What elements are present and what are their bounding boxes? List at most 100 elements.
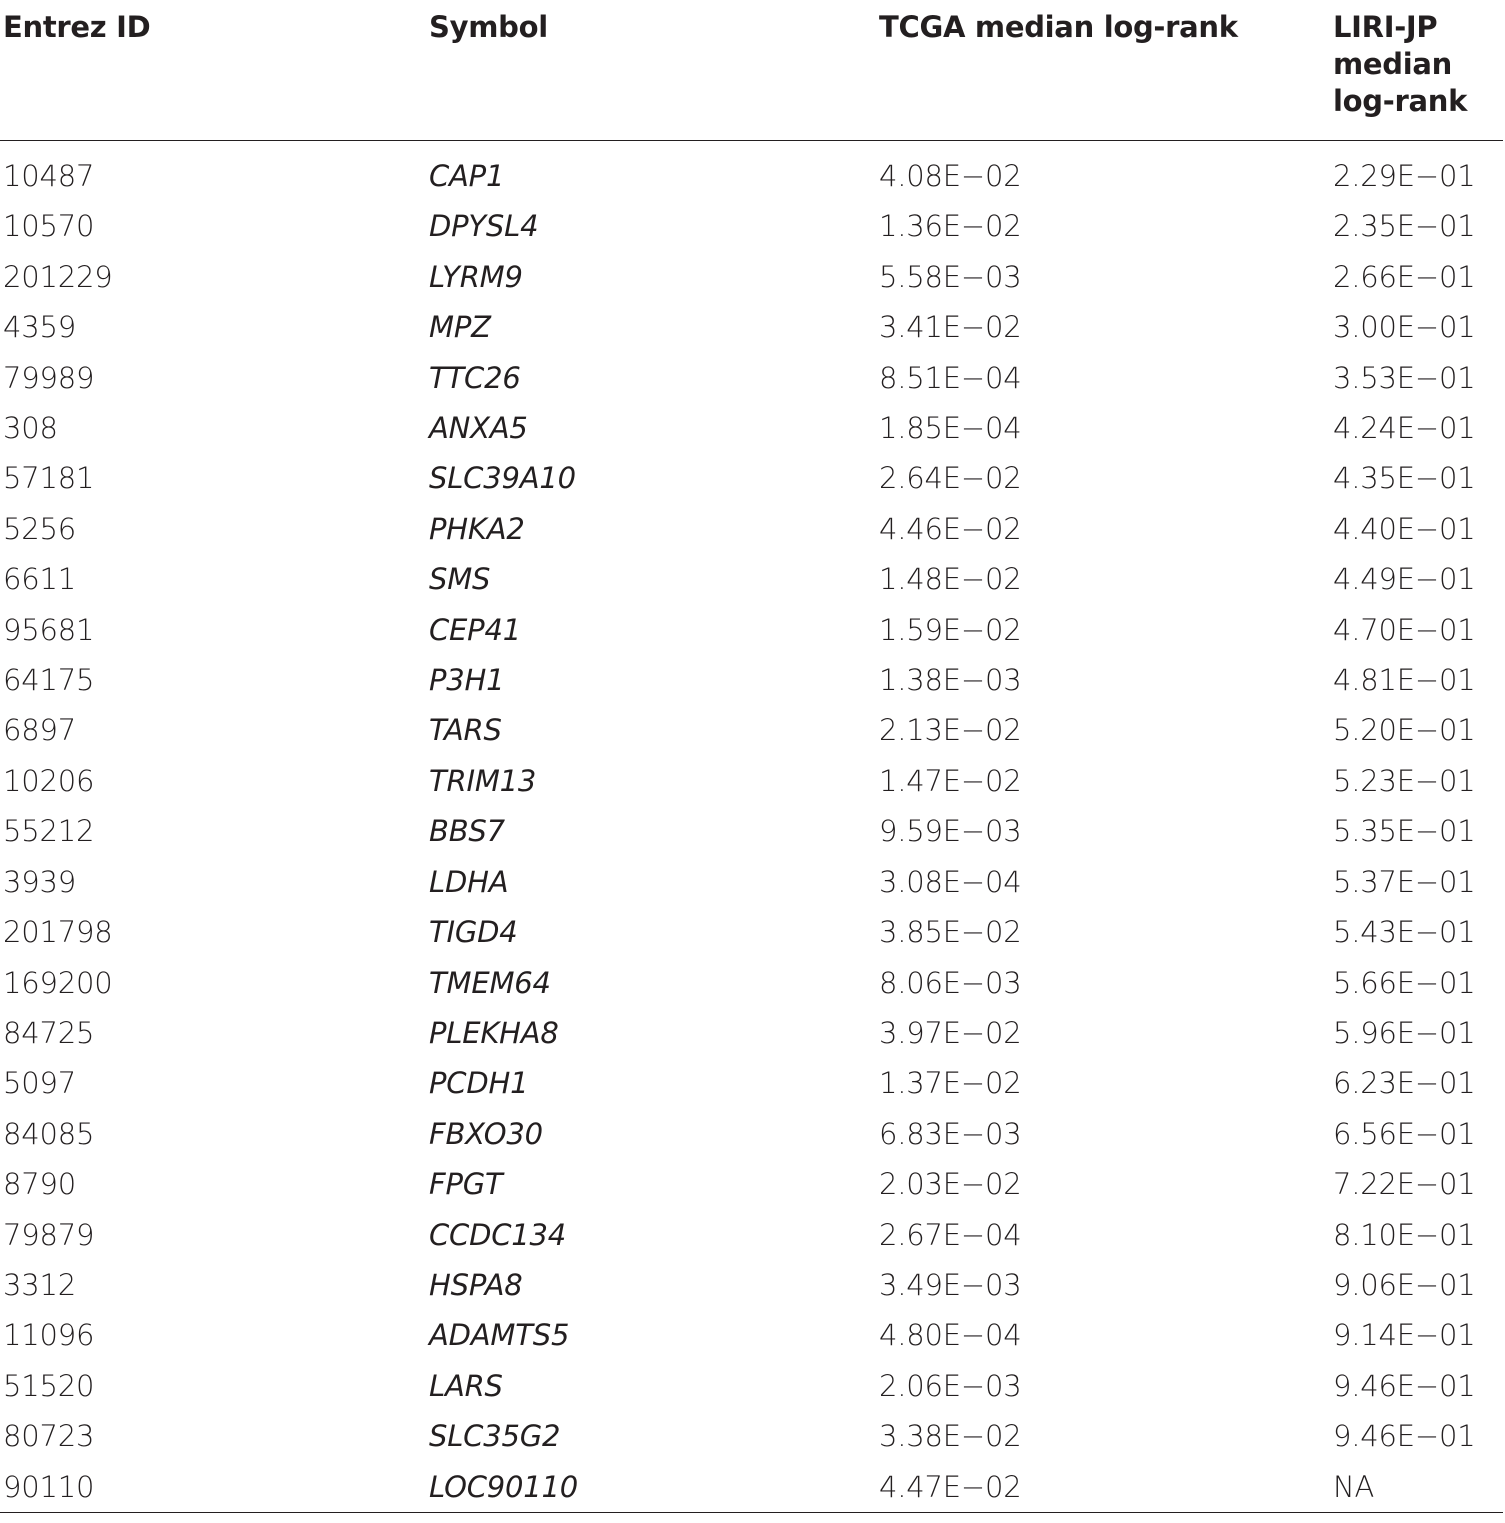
entrez-id-cell: 201229: [3, 259, 113, 294]
symbol-cell: TRIM13: [429, 763, 537, 798]
entrez-id-cell: 10487: [3, 159, 95, 193]
table-row: 55212 BBS7 9.59E−03 5.35E−01: [0, 806, 1503, 856]
symbol-cell: TTC26: [429, 360, 521, 395]
entrez-id-cell: 4359: [3, 310, 77, 345]
entrez-id-cell: 84725: [3, 1015, 95, 1050]
liri-jp-log-rank-cell: 4.49E−01: [1333, 562, 1476, 597]
liri-jp-log-rank-cell: 6.56E−01: [1333, 1116, 1476, 1151]
header-tcga-median-log-rank: TCGA median log-rank: [876, 0, 1330, 141]
table-row: 90110 LOC90110 4.47E−02 NA: [0, 1461, 1503, 1513]
tcga-log-rank-cell: 2.64E−02: [879, 461, 1022, 496]
symbol-cell: TMEM64: [429, 965, 551, 1000]
liri-jp-log-rank-cell: 5.35E−01: [1333, 814, 1476, 849]
entrez-id-cell: 201798: [3, 915, 113, 950]
table-row: 201798 TIGD4 3.85E−02 5.43E−01: [0, 907, 1503, 957]
header-symbol: Symbol: [426, 0, 876, 141]
tcga-log-rank-cell: 1.36E−02: [879, 209, 1022, 244]
symbol-cell: PHKA2: [429, 511, 525, 546]
table-row: 79879 CCDC134 2.67E−04 8.10E−01: [0, 1210, 1503, 1260]
liri-jp-log-rank-cell: 4.70E−01: [1333, 612, 1476, 647]
table-row: 6611 SMS 1.48E−02 4.49E−01: [0, 554, 1503, 604]
table-row: 10487 CAP1 4.08E−02 2.29E−01: [0, 141, 1503, 202]
table-row: 5097 PCDH1 1.37E−02 6.23E−01: [0, 1058, 1503, 1108]
tcga-log-rank-cell: 1.38E−03: [879, 663, 1022, 698]
entrez-id-cell: 51520: [3, 1368, 95, 1403]
tcga-log-rank-cell: 3.49E−03: [879, 1267, 1022, 1302]
tcga-log-rank-cell: 5.58E−03: [879, 259, 1022, 294]
tcga-log-rank-cell: 3.08E−04: [879, 864, 1022, 899]
tcga-log-rank-cell: 1.47E−02: [879, 763, 1022, 798]
table-row: 169200 TMEM64 8.06E−03 5.66E−01: [0, 958, 1503, 1008]
entrez-id-cell: 55212: [3, 814, 95, 849]
symbol-cell: ANXA5: [429, 411, 528, 446]
entrez-id-cell: 5097: [3, 1066, 77, 1101]
symbol-cell: HSPA8: [429, 1267, 523, 1302]
entrez-id-cell: 95681: [3, 612, 95, 647]
tcga-log-rank-cell: 1.59E−02: [879, 612, 1022, 647]
symbol-cell: ADAMTS5: [429, 1318, 570, 1353]
entrez-id-cell: 90110: [0, 1461, 426, 1513]
liri-jp-log-rank-cell: 4.24E−01: [1333, 411, 1476, 446]
liri-jp-log-rank-cell: 4.40E−01: [1333, 511, 1476, 546]
entrez-id-cell: 8790: [3, 1167, 77, 1202]
tcga-log-rank-cell: 2.06E−03: [879, 1368, 1022, 1403]
liri-jp-log-rank-cell: 5.20E−01: [1333, 713, 1476, 748]
entrez-id-cell: 84085: [3, 1116, 95, 1151]
liri-jp-log-rank-cell: 7.22E−01: [1333, 1167, 1476, 1202]
liri-jp-log-rank-cell: 9.46E−01: [1333, 1419, 1476, 1454]
symbol-cell: TARS: [429, 713, 502, 748]
liri-jp-log-rank-cell: 5.37E−01: [1333, 864, 1476, 899]
entrez-id-cell: 6897: [3, 713, 77, 748]
tcga-log-rank-cell: 4.46E−02: [879, 511, 1022, 546]
tcga-log-rank-cell: 4.47E−02: [876, 1461, 1330, 1513]
tcga-log-rank-cell: 1.85E−04: [879, 411, 1022, 446]
tcga-log-rank-cell: 4.80E−04: [879, 1318, 1022, 1353]
table-row: 201229 LYRM9 5.58E−03 2.66E−01: [0, 252, 1503, 302]
table-row: 10570 DPYSL4 1.36E−02 2.35E−01: [0, 201, 1503, 251]
table-row: 308 ANXA5 1.85E−04 4.24E−01: [0, 403, 1503, 453]
symbol-cell: CAP1: [429, 159, 505, 193]
table-row: 10206 TRIM13 1.47E−02 5.23E−01: [0, 756, 1503, 806]
liri-jp-log-rank-cell: 5.96E−01: [1333, 1015, 1476, 1050]
table-row: 6897 TARS 2.13E−02 5.20E−01: [0, 705, 1503, 755]
table-row: 84725 PLEKHA8 3.97E−02 5.96E−01: [0, 1008, 1503, 1058]
entrez-id-cell: 57181: [3, 461, 95, 496]
liri-jp-log-rank-cell: 5.23E−01: [1333, 763, 1476, 798]
liri-jp-log-rank-cell: 2.66E−01: [1333, 259, 1476, 294]
entrez-id-cell: 5256: [3, 511, 77, 546]
liri-jp-log-rank-cell: 9.06E−01: [1333, 1267, 1476, 1302]
entrez-id-cell: 11096: [3, 1318, 95, 1353]
entrez-id-cell: 79989: [3, 360, 95, 395]
tcga-log-rank-cell: 1.37E−02: [879, 1066, 1022, 1101]
symbol-cell: LOC90110: [426, 1461, 876, 1513]
symbol-cell: TIGD4: [429, 915, 518, 950]
header-row: Entrez ID Symbol TCGA median log-rank LI…: [0, 0, 1503, 141]
table-row: 95681 CEP41 1.59E−02 4.70E−01: [0, 605, 1503, 655]
liri-jp-log-rank-cell: 5.43E−01: [1333, 915, 1476, 950]
entrez-id-cell: 3312: [3, 1267, 77, 1302]
tcga-log-rank-cell: 9.59E−03: [879, 814, 1022, 849]
table-header: Entrez ID Symbol TCGA median log-rank LI…: [0, 0, 1503, 141]
symbol-cell: SLC35G2: [429, 1419, 561, 1454]
liri-jp-log-rank-cell: 5.66E−01: [1333, 965, 1476, 1000]
entrez-id-cell: 80723: [3, 1419, 95, 1454]
table-row: 3312 HSPA8 3.49E−03 9.06E−01: [0, 1260, 1503, 1310]
symbol-cell: LARS: [429, 1368, 503, 1403]
symbol-cell: P3H1: [429, 663, 505, 698]
tcga-log-rank-cell: 4.08E−02: [879, 159, 1022, 193]
liri-jp-log-rank-cell: 9.46E−01: [1333, 1368, 1476, 1403]
symbol-cell: LYRM9: [429, 259, 523, 294]
liri-jp-log-rank-cell: 4.81E−01: [1333, 663, 1476, 698]
tcga-log-rank-cell: 3.85E−02: [879, 915, 1022, 950]
tcga-log-rank-cell: 3.41E−02: [879, 310, 1022, 345]
entrez-id-cell: 10570: [3, 209, 95, 244]
table-row: 79989 TTC26 8.51E−04 3.53E−01: [0, 353, 1503, 403]
symbol-cell: FPGT: [429, 1167, 503, 1202]
table-row: 5256 PHKA2 4.46E−02 4.40E−01: [0, 504, 1503, 554]
table-row: 84085 FBXO30 6.83E−03 6.56E−01: [0, 1109, 1503, 1159]
symbol-cell: SLC39A10: [429, 461, 576, 496]
tcga-log-rank-cell: 3.97E−02: [879, 1015, 1022, 1050]
symbol-cell: PLEKHA8: [429, 1015, 559, 1050]
tcga-log-rank-cell: 8.06E−03: [879, 965, 1022, 1000]
